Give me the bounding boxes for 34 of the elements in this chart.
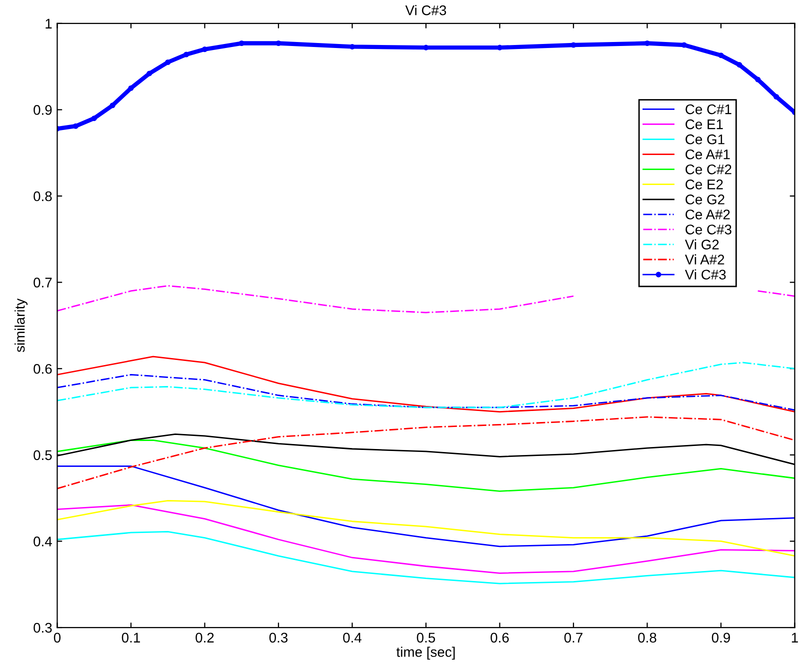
x-tick-label: 0.7 <box>564 632 582 643</box>
y-tick-label: 0.4 <box>34 536 52 546</box>
legend-label: Ce A#1 <box>686 149 730 160</box>
x-tick-label: 0.1 <box>122 632 140 643</box>
x-tick-label: 0.9 <box>712 632 730 643</box>
legend-label: Ce E2 <box>686 180 723 190</box>
y-axis-title: similarity <box>14 298 28 352</box>
legend-label: Ce A#2 <box>686 210 730 220</box>
legend-label: Ce G2 <box>686 194 724 204</box>
x-tick-label: 0.2 <box>196 632 214 643</box>
x-tick-label: 0.3 <box>269 632 288 643</box>
x-tick-label: 1 <box>792 632 798 642</box>
x-axis-title: time [sec] <box>396 646 455 660</box>
y-tick-label: 0.7 <box>34 278 52 288</box>
x-tick-label: 0.4 <box>343 632 362 643</box>
y-tick-label: 1 <box>46 18 52 28</box>
y-tick-label: 0.9 <box>34 105 52 115</box>
x-tick-label: 0.8 <box>638 632 656 643</box>
legend-label: Ce C#3 <box>686 224 732 234</box>
chart-title: Vi C#3 <box>405 5 446 16</box>
x-tick-label: 0 <box>54 632 61 643</box>
y-tick-label: 0.5 <box>34 450 52 460</box>
y-tick-label: 0.6 <box>34 364 52 374</box>
y-tick-label: 0.3 <box>34 622 52 633</box>
legend-label: Ce G1 <box>686 134 724 144</box>
legend-label: Ce C#2 <box>686 164 732 174</box>
x-tick-label: 0.6 <box>490 632 509 643</box>
legend-label: Vi C#3 <box>684 269 726 280</box>
legend-label: Vi G2 <box>684 239 719 250</box>
y-tick-label: 0.8 <box>34 191 52 202</box>
legend-label: Ce E1 <box>686 119 723 130</box>
x-tick-label: 0.5 <box>416 632 436 643</box>
legend-label: Ce C#1 <box>686 104 732 114</box>
legend-label: Vi A#2 <box>684 254 724 264</box>
